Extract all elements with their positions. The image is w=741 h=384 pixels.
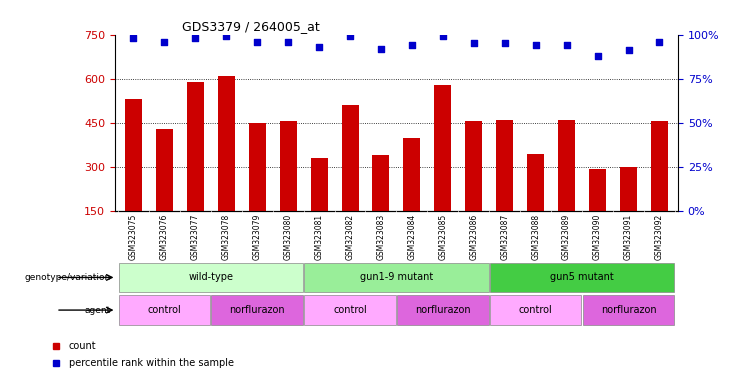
Text: GSM323083: GSM323083 xyxy=(376,214,385,260)
Bar xyxy=(397,295,488,325)
Text: count: count xyxy=(68,341,96,351)
Point xyxy=(282,38,294,45)
Bar xyxy=(187,82,204,211)
Bar xyxy=(156,129,173,211)
Text: GSM323092: GSM323092 xyxy=(655,214,664,260)
Bar xyxy=(490,263,674,292)
Bar xyxy=(305,263,488,292)
Point xyxy=(375,46,387,52)
Point xyxy=(251,38,263,45)
Point xyxy=(530,42,542,48)
Point xyxy=(406,42,418,48)
Text: GSM323082: GSM323082 xyxy=(345,214,354,260)
Text: GSM323088: GSM323088 xyxy=(531,214,540,260)
Point xyxy=(437,33,449,40)
Bar xyxy=(403,137,420,211)
Bar xyxy=(620,167,637,211)
Bar xyxy=(527,154,544,211)
Point xyxy=(344,33,356,40)
Bar xyxy=(465,121,482,211)
Text: GSM323087: GSM323087 xyxy=(500,214,509,260)
Bar xyxy=(490,295,582,325)
Text: gun5 mutant: gun5 mutant xyxy=(551,272,614,283)
Bar xyxy=(125,99,142,211)
Bar xyxy=(279,121,296,211)
Text: GSM323079: GSM323079 xyxy=(253,214,262,260)
Point xyxy=(190,35,202,41)
Point xyxy=(654,38,665,45)
Text: norflurazon: norflurazon xyxy=(230,305,285,315)
Point xyxy=(159,38,170,45)
Text: control: control xyxy=(147,305,182,315)
Bar xyxy=(119,295,210,325)
Text: percentile rank within the sample: percentile rank within the sample xyxy=(68,358,233,368)
Point xyxy=(499,40,511,46)
Bar xyxy=(651,121,668,211)
Bar xyxy=(589,169,606,211)
Bar xyxy=(305,295,396,325)
Text: GSM323078: GSM323078 xyxy=(222,214,230,260)
Text: GSM323090: GSM323090 xyxy=(593,214,602,260)
Point xyxy=(622,47,634,53)
Text: norflurazon: norflurazon xyxy=(415,305,471,315)
Bar xyxy=(342,105,359,211)
Point xyxy=(127,35,139,41)
Text: agent: agent xyxy=(85,306,111,314)
Bar xyxy=(434,84,451,211)
Text: GSM323086: GSM323086 xyxy=(469,214,478,260)
Text: GSM323076: GSM323076 xyxy=(160,214,169,260)
Text: GSM323085: GSM323085 xyxy=(439,214,448,260)
Text: GSM323080: GSM323080 xyxy=(284,214,293,260)
Text: GSM323075: GSM323075 xyxy=(129,214,138,260)
Text: gun1-9 mutant: gun1-9 mutant xyxy=(360,272,433,283)
Point xyxy=(468,40,479,46)
Text: control: control xyxy=(333,305,367,315)
Point xyxy=(220,33,232,40)
Text: wild-type: wild-type xyxy=(188,272,233,283)
Text: norflurazon: norflurazon xyxy=(601,305,657,315)
Text: control: control xyxy=(519,305,553,315)
Text: GSM323084: GSM323084 xyxy=(408,214,416,260)
Text: GSM323089: GSM323089 xyxy=(562,214,571,260)
Point xyxy=(591,53,603,59)
Bar xyxy=(119,263,303,292)
Bar xyxy=(310,158,328,211)
Bar xyxy=(558,120,575,211)
Point xyxy=(561,42,573,48)
Bar xyxy=(218,76,235,211)
Text: GDS3379 / 264005_at: GDS3379 / 264005_at xyxy=(182,20,320,33)
Bar xyxy=(249,123,266,211)
Bar xyxy=(582,295,674,325)
Bar xyxy=(373,155,390,211)
Text: GSM323077: GSM323077 xyxy=(190,214,200,260)
Point xyxy=(313,44,325,50)
Text: GSM323091: GSM323091 xyxy=(624,214,633,260)
Text: GSM323081: GSM323081 xyxy=(315,214,324,260)
Bar xyxy=(211,295,303,325)
Bar xyxy=(496,120,514,211)
Text: genotype/variation: genotype/variation xyxy=(25,273,111,282)
